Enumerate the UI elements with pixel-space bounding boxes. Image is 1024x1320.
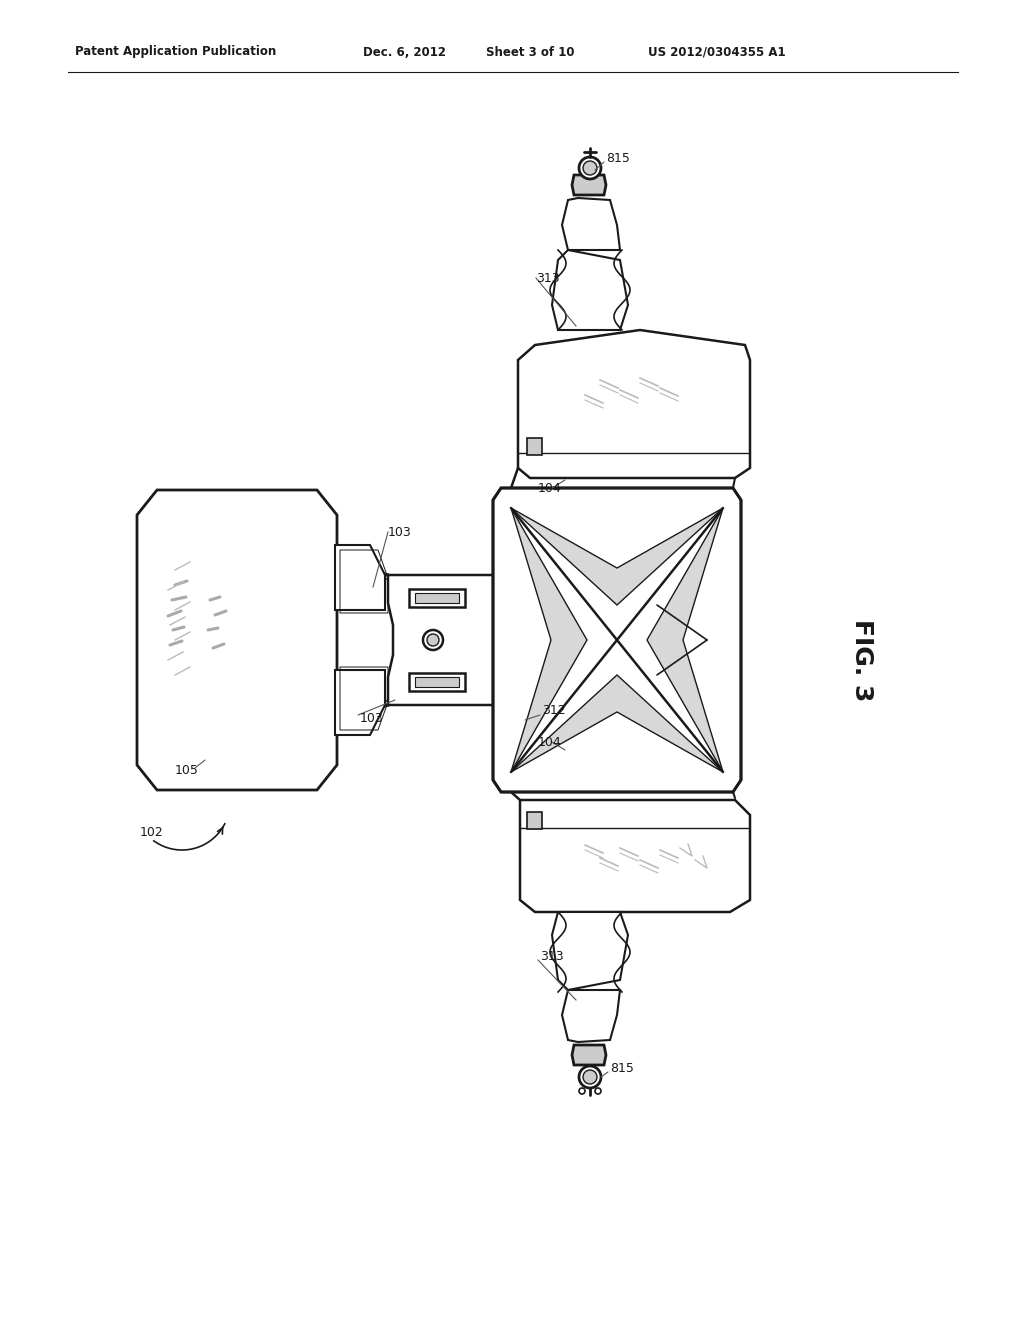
- Polygon shape: [572, 176, 606, 195]
- Circle shape: [423, 630, 443, 649]
- Polygon shape: [415, 677, 459, 686]
- Polygon shape: [527, 438, 542, 455]
- Polygon shape: [388, 576, 502, 705]
- Text: 815: 815: [610, 1061, 634, 1074]
- Circle shape: [579, 1088, 585, 1094]
- Polygon shape: [415, 593, 459, 603]
- Polygon shape: [552, 249, 628, 330]
- Polygon shape: [409, 589, 465, 607]
- Text: 103: 103: [388, 525, 412, 539]
- Text: Patent Application Publication: Patent Application Publication: [75, 45, 276, 58]
- Polygon shape: [520, 800, 750, 912]
- Polygon shape: [511, 675, 723, 772]
- Polygon shape: [562, 990, 620, 1041]
- Polygon shape: [518, 330, 750, 478]
- Text: 104: 104: [538, 735, 562, 748]
- Polygon shape: [335, 545, 385, 610]
- Polygon shape: [562, 198, 620, 249]
- Circle shape: [579, 1067, 601, 1088]
- Polygon shape: [511, 508, 723, 605]
- Polygon shape: [527, 812, 542, 829]
- Text: US 2012/0304355 A1: US 2012/0304355 A1: [648, 45, 785, 58]
- Polygon shape: [409, 673, 465, 690]
- Circle shape: [583, 161, 597, 176]
- Polygon shape: [572, 1045, 606, 1065]
- Polygon shape: [647, 508, 723, 772]
- Text: 105: 105: [175, 763, 199, 776]
- Polygon shape: [511, 508, 587, 772]
- Polygon shape: [335, 671, 385, 735]
- Text: 313: 313: [536, 272, 560, 285]
- Text: Sheet 3 of 10: Sheet 3 of 10: [486, 45, 574, 58]
- Polygon shape: [137, 490, 337, 789]
- Circle shape: [595, 1088, 601, 1094]
- Text: 104: 104: [538, 482, 562, 495]
- Text: 815: 815: [606, 152, 630, 165]
- Circle shape: [427, 634, 439, 645]
- Circle shape: [579, 157, 601, 180]
- Text: FIG. 3: FIG. 3: [850, 619, 874, 701]
- Text: 103: 103: [360, 711, 384, 725]
- Polygon shape: [493, 488, 741, 792]
- Text: Dec. 6, 2012: Dec. 6, 2012: [362, 45, 446, 58]
- Text: 313: 313: [540, 949, 563, 962]
- Circle shape: [583, 1071, 597, 1084]
- Polygon shape: [552, 912, 628, 990]
- Text: 312: 312: [542, 704, 565, 717]
- Text: 102: 102: [140, 825, 164, 838]
